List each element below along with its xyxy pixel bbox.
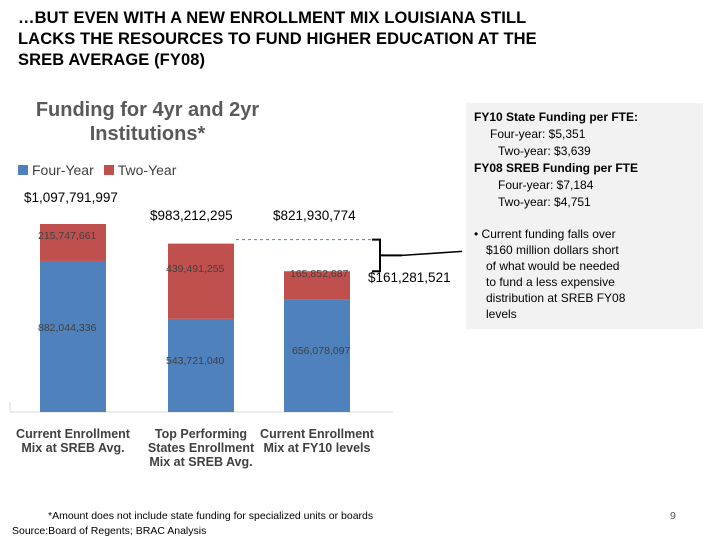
chart-legend: Four-Year Two-Year [18, 162, 186, 178]
info-box-line: FY10 State Funding per FTE: [474, 110, 639, 124]
info-box-bullet-line: distribution at SREB FY08 [486, 291, 626, 305]
x-tick-label: Current Enrollment Mix at FY10 levels [247, 427, 387, 455]
data-label-two-year: 165,852,687 [290, 268, 349, 280]
x-tick-label-line: Current Enrollment [260, 427, 374, 441]
x-tick-label: Top Performing States Enrollment Mix at SR… [131, 427, 271, 469]
info-box-line: FY08 SREB Funding per FTE [474, 161, 639, 175]
total-label: $821,930,774 [273, 208, 356, 223]
gap-annotation-label: $161,281,521 [368, 270, 451, 285]
bar-two-year [168, 243, 234, 319]
legend-label-two-year: Two-Year [117, 162, 177, 178]
gap-bracket [372, 238, 402, 273]
slide-title-line: SREB AVERAGE (FY08) [18, 51, 206, 69]
info-box-bullet-line: to fund a less expensive [486, 275, 615, 289]
bar-two-year [284, 271, 350, 300]
legend-item-four-year: Four-Year [18, 162, 94, 178]
data-label-two-year: 439,491,255 [166, 263, 225, 275]
total-label: $983,212,295 [150, 208, 233, 223]
page-number: 9 [670, 510, 676, 522]
info-box-bullet-line: • Current funding falls over [474, 227, 616, 241]
info-box: FY10 State Funding per FTE: Four-year: $5… [466, 103, 703, 329]
info-box-line: Two-year: $4,751 [498, 195, 591, 209]
x-tick-label-line: Current Enrollment [16, 427, 130, 441]
x-tick-label-line: Top Performing [154, 427, 248, 441]
chart-title: Funding for 4yr and 2yr Institutions* [20, 98, 275, 146]
bar-four-year [40, 260, 106, 412]
chart-title-line: Institutions* [89, 123, 206, 145]
data-label-four-year: 656,078,097 [292, 345, 351, 357]
data-label-two-year: 215,747,661 [38, 230, 97, 242]
x-tick-label-line: Mix at FY10 levels [263, 441, 371, 455]
x-tick-label-line: Mix at SREB Avg. [21, 441, 125, 455]
x-tick-label-line: States Enrollment [147, 441, 255, 455]
chart-title-line: Funding for 4yr and 2yr [35, 99, 260, 121]
source-note: Source:Board of Regents; BRAC Analysis [12, 525, 207, 537]
slide-title: …BUT EVEN WITH A NEW ENROLLMENT MIX LOUI… [18, 8, 658, 71]
bar-two-year [40, 224, 106, 261]
bar-four-year [168, 318, 234, 412]
bar-four-year [284, 299, 350, 412]
info-box-line: Two-year: $3,639 [498, 144, 591, 158]
info-box-bullet-line: levels [486, 307, 517, 321]
slide-title-line: LACKS THE RESOURCES TO FUND HIGHER EDUCA… [18, 30, 537, 48]
data-label-four-year: 882,044,336 [38, 322, 97, 334]
x-tick-label-line: Mix at SREB Avg. [149, 455, 253, 469]
legend-item-two-year: Two-Year [103, 162, 177, 178]
footnote: *Amount does not include state funding f… [48, 510, 374, 522]
info-box-line: Four-year: $7,184 [498, 178, 594, 192]
total-label: $1,097,791,997 [24, 190, 118, 205]
slide-title-line: …BUT EVEN WITH A NEW ENROLLMENT MIX LOUI… [18, 9, 527, 27]
info-box-bullet-line: of what would be needed [486, 259, 620, 273]
data-label-four-year: 543,721,040 [166, 355, 225, 367]
legend-swatch-four-year [18, 165, 28, 175]
info-box-line: Four-year: $5,351 [490, 127, 586, 141]
x-tick-label: Current Enrollment Mix at SREB Avg. [3, 427, 143, 455]
legend-swatch-two-year [103, 165, 114, 175]
legend-label-four-year: Four-Year [32, 162, 94, 178]
gap-connector-line [401, 250, 463, 257]
info-box-bullet-line: $160 million dollars short [486, 243, 619, 257]
